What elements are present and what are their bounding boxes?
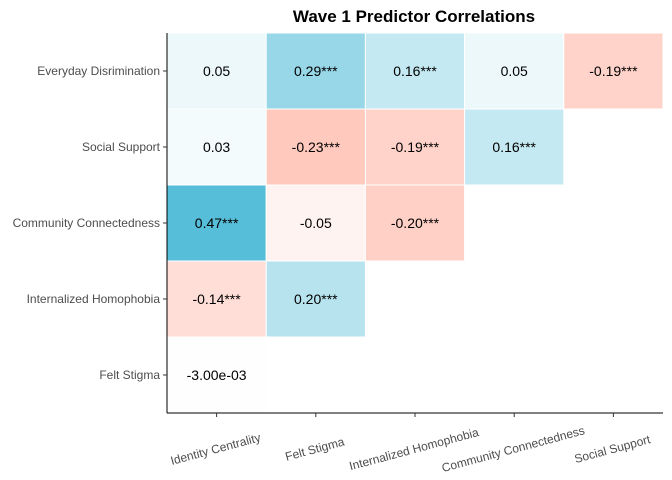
cell-value-label: -0.20***: [391, 215, 440, 231]
y-axis-ticks: Felt Stigma Internalized Homophobia Commun…: [13, 64, 167, 382]
heatmap-cell-identity-centrality-internalized-homophobia: [166, 260, 267, 338]
heatmap-cell-identity-centrality-everyday-disrimination: [166, 32, 267, 110]
x-tick-label: Identity Centrality: [169, 430, 262, 468]
cell-value-label: -0.14***: [192, 291, 241, 307]
cell-value-label: 0.16***: [393, 63, 437, 79]
cell-value-label: 0.16***: [492, 139, 536, 155]
cell-value-label: 0.05: [203, 63, 230, 79]
heatmap-cells: [166, 32, 664, 414]
chart-title: Wave 1 Predictor Correlations: [293, 7, 535, 26]
heatmap-cell-community-connectedness-social-support: [464, 108, 565, 186]
y-tick-label: Social Support: [82, 140, 161, 154]
x-tick-label: Social Support: [573, 432, 653, 466]
heatmap-cell-felt-stigma-everyday-disrimination: [265, 32, 366, 110]
cell-value-label: 0.05: [501, 63, 528, 79]
cell-value-label: -0.05: [300, 215, 332, 231]
heatmap-cell-labels: 0.05 0.29*** 0.16*** 0.05 -0.19*** 0.03 -0.23*…: [187, 63, 638, 383]
heatmap-cell-social-support-everyday-disrimination: [563, 32, 664, 110]
heatmap-cell-internalized-homophobia-community-connectedness: [364, 184, 466, 262]
y-tick-label: Community Connectedness: [13, 216, 160, 230]
heatmap-cell-identity-centrality-social-support: [166, 108, 267, 186]
heatmap-cell-community-connectedness-everyday-disrimination: [464, 32, 565, 110]
heatmap-cell-felt-stigma-internalized-homophobia: [265, 260, 366, 338]
cell-value-label: 0.20***: [294, 291, 338, 307]
y-tick-label: Internalized Homophobia: [27, 292, 161, 306]
heatmap-cell-internalized-homophobia-social-support: [364, 108, 466, 186]
y-tick-label: Felt Stigma: [99, 368, 160, 382]
x-tick-label: Felt Stigma: [284, 434, 347, 463]
heatmap-cell-internalized-homophobia-everyday-disrimination: [364, 32, 466, 110]
cell-value-label: 0.29***: [294, 63, 338, 79]
cell-value-label: -0.19***: [391, 139, 440, 155]
x-axis-ticks: Identity Centrality Felt Stigma Internaliz…: [169, 413, 653, 475]
heatmap-cell-identity-centrality-community-connectedness: [166, 184, 267, 262]
y-tick-label: Everyday Disrimination: [37, 64, 160, 78]
cell-value-label: -0.23***: [292, 139, 341, 155]
cell-value-label: -0.19***: [589, 63, 638, 79]
cell-value-label: 0.47***: [195, 215, 239, 231]
heatmap-cell-identity-centrality-felt-stigma: [166, 336, 267, 414]
cell-value-label: -3.00e-03: [187, 367, 247, 383]
cell-value-label: 0.03: [203, 139, 230, 155]
